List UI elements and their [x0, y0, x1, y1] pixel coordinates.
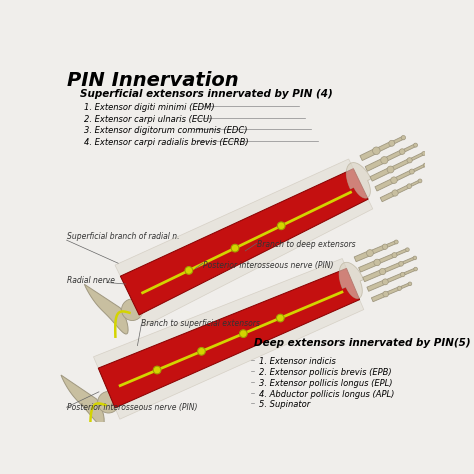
Text: Superficial extensors innervated by PIN (4): Superficial extensors innervated by PIN … [80, 89, 332, 99]
Polygon shape [120, 169, 368, 315]
Polygon shape [386, 241, 397, 247]
Polygon shape [377, 141, 392, 152]
Polygon shape [354, 251, 371, 262]
Polygon shape [395, 170, 412, 181]
Circle shape [153, 366, 161, 374]
Circle shape [408, 282, 412, 286]
Circle shape [98, 392, 119, 413]
Circle shape [383, 244, 388, 249]
Circle shape [401, 136, 406, 140]
Polygon shape [339, 262, 364, 299]
Text: 4. Abductor pollicis longus (APL): 4. Abductor pollicis longus (APL) [259, 390, 394, 399]
Circle shape [387, 166, 394, 173]
Circle shape [400, 149, 405, 155]
Circle shape [418, 179, 422, 183]
Polygon shape [404, 268, 416, 275]
Circle shape [383, 279, 388, 285]
Circle shape [276, 314, 284, 322]
Polygon shape [396, 185, 410, 193]
Circle shape [277, 222, 285, 229]
Circle shape [407, 184, 411, 189]
Circle shape [239, 330, 247, 337]
Text: Branch to deep extensors: Branch to deep extensors [257, 240, 356, 249]
Circle shape [413, 143, 418, 147]
Polygon shape [363, 269, 383, 282]
Circle shape [413, 256, 417, 260]
Polygon shape [393, 137, 404, 144]
Polygon shape [384, 262, 402, 273]
Text: 3. Extensor pollicis longus (EPL): 3. Extensor pollicis longus (EPL) [259, 379, 392, 388]
Circle shape [185, 266, 192, 274]
Text: 5. Supinator: 5. Supinator [259, 401, 310, 410]
Circle shape [389, 140, 395, 146]
Polygon shape [380, 191, 396, 202]
Polygon shape [411, 180, 420, 186]
Polygon shape [372, 292, 386, 302]
Text: 3. Extensor digitorum communis (EDC): 3. Extensor digitorum communis (EDC) [83, 126, 247, 135]
Polygon shape [396, 248, 408, 255]
Polygon shape [404, 144, 416, 152]
Polygon shape [401, 283, 410, 289]
Text: PIN Innervation: PIN Innervation [66, 71, 238, 90]
Text: Posterior interosseous nerve (PIN): Posterior interosseous nerve (PIN) [66, 403, 197, 412]
Text: 2. Extensor pollicis brevis (EPB): 2. Extensor pollicis brevis (EPB) [259, 368, 392, 377]
Text: Superficial branch of radial n.: Superficial branch of radial n. [66, 232, 179, 241]
Text: Radial nerve: Radial nerve [66, 276, 115, 285]
Circle shape [422, 152, 426, 155]
Polygon shape [387, 273, 403, 283]
Text: 4. Extensor carpi radialis brevis (ECRB): 4. Extensor carpi radialis brevis (ECRB) [83, 138, 248, 147]
Circle shape [381, 156, 388, 164]
Circle shape [394, 240, 398, 244]
Circle shape [399, 261, 403, 266]
Circle shape [374, 259, 380, 266]
Text: 1. Extensor digiti minimi (EDM): 1. Extensor digiti minimi (EDM) [83, 103, 214, 112]
Circle shape [414, 267, 418, 271]
Polygon shape [359, 260, 378, 272]
Text: Posterior interosseous nerve (PIN): Posterior interosseous nerve (PIN) [203, 261, 333, 270]
Circle shape [231, 244, 239, 252]
Circle shape [379, 268, 386, 275]
Text: 1. Extensor indicis: 1. Extensor indicis [259, 357, 336, 366]
Circle shape [401, 272, 405, 277]
Polygon shape [413, 164, 426, 172]
Polygon shape [375, 178, 395, 191]
Circle shape [198, 347, 205, 355]
Polygon shape [61, 375, 104, 426]
Circle shape [383, 291, 389, 297]
Polygon shape [402, 257, 415, 264]
Polygon shape [371, 245, 386, 254]
Polygon shape [367, 280, 386, 292]
Circle shape [410, 169, 414, 174]
Text: Deep extensors innervated by PIN(5): Deep extensors innervated by PIN(5) [255, 338, 471, 348]
Text: Branch to superficial extensors: Branch to superficial extensors [141, 319, 260, 328]
Polygon shape [392, 159, 410, 170]
Circle shape [366, 250, 374, 256]
Polygon shape [378, 254, 395, 264]
Circle shape [373, 147, 380, 155]
Polygon shape [84, 284, 128, 334]
Text: 2. Extensor carpi ulnaris (ECU): 2. Extensor carpi ulnaris (ECU) [83, 115, 212, 124]
Polygon shape [346, 163, 371, 198]
Polygon shape [360, 148, 377, 161]
Circle shape [423, 163, 427, 167]
Polygon shape [98, 268, 360, 408]
Circle shape [391, 177, 397, 183]
Circle shape [406, 248, 409, 252]
Polygon shape [115, 159, 373, 326]
Polygon shape [387, 287, 400, 295]
Circle shape [392, 190, 398, 196]
Circle shape [407, 158, 412, 163]
Circle shape [121, 299, 143, 320]
Polygon shape [385, 150, 403, 161]
Circle shape [397, 286, 401, 291]
Circle shape [392, 253, 397, 258]
Polygon shape [370, 167, 392, 181]
Polygon shape [411, 152, 424, 161]
Polygon shape [365, 158, 385, 171]
Polygon shape [93, 258, 364, 419]
